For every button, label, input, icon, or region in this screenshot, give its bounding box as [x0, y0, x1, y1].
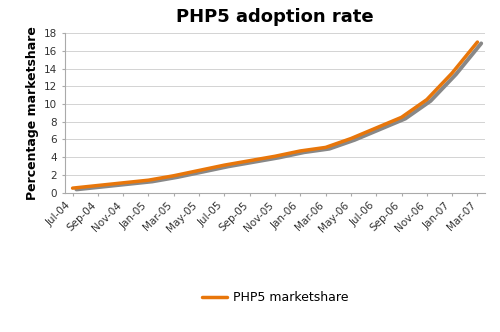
Y-axis label: Percentage marketshare: Percentage marketshare [26, 26, 38, 200]
PHP5 marketshare [95, 184, 101, 188]
PHP5 marketshare [70, 186, 75, 190]
PHP5 marketshare [120, 181, 126, 185]
PHP5 marketshare [171, 174, 177, 178]
Line: PHP5 marketshare: PHP5 marketshare [72, 42, 477, 188]
PHP5 marketshare [196, 168, 202, 172]
PHP5 marketshare [398, 115, 404, 119]
PHP5 marketshare [348, 136, 354, 140]
PHP5 marketshare [222, 163, 228, 167]
PHP5 marketshare [322, 145, 328, 149]
PHP5 marketshare [146, 178, 152, 182]
PHP5 marketshare [373, 126, 379, 130]
PHP5 marketshare [474, 40, 480, 44]
PHP5 marketshare [298, 149, 304, 153]
PHP5 marketshare [246, 159, 252, 163]
PHP5 marketshare [449, 71, 455, 75]
PHP5 marketshare [272, 154, 278, 158]
Legend: PHP5 marketshare: PHP5 marketshare [202, 291, 348, 304]
PHP5 marketshare [424, 98, 430, 102]
Title: PHP5 adoption rate: PHP5 adoption rate [176, 8, 374, 26]
